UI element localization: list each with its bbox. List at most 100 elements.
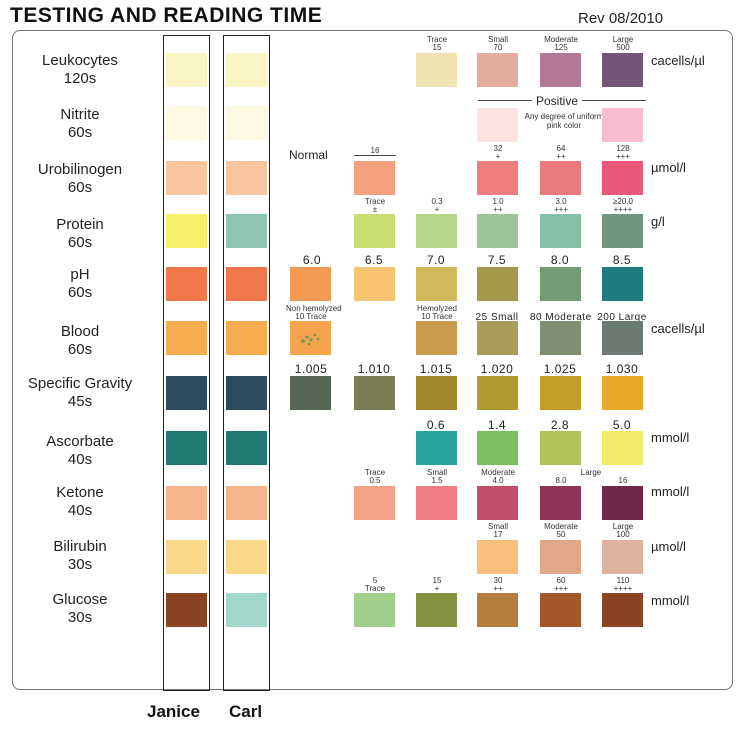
blood-nonhemolyzed-value: 10 Trace: [295, 312, 327, 321]
leuko-swatch-large: [602, 53, 643, 87]
carl-swatch-3: [226, 161, 267, 195]
ph-swatch-85: [602, 267, 643, 301]
carl-swatch-4: [226, 214, 267, 248]
ket-large-label: Large: [580, 468, 602, 477]
bili-moderate-label: Moderate: [544, 522, 578, 531]
ph-swatch-80: [540, 267, 581, 301]
janice-swatch-6: [166, 321, 207, 355]
sg-swatch-1015: [416, 376, 457, 410]
revision-label: Rev 08/2010: [578, 10, 664, 24]
glu-swatch-60: [540, 593, 581, 627]
blood-swatch-large: [602, 321, 643, 355]
bili-swatch-large: [602, 540, 643, 574]
leuko-large-label: Large: [612, 35, 634, 44]
ket-unit: mmol/l: [651, 484, 690, 499]
glu-value-5: 5: [372, 576, 378, 585]
sg-value-1005: 1.005: [294, 362, 328, 376]
blood-speckle-icon: [301, 333, 320, 346]
protein-sign-30: +++: [553, 205, 568, 214]
ket-swatch-80: [540, 486, 581, 520]
glu-sign-30: ++: [493, 584, 503, 593]
glu-sign-15: +: [434, 584, 440, 593]
protein-unit: g/l: [651, 214, 665, 229]
protein-value-03: 0.3: [431, 197, 443, 206]
ket-trace-label: Trace: [364, 468, 386, 477]
glu-value-60: 60: [556, 576, 566, 585]
glu-value-110: 110: [616, 576, 630, 585]
ph-swatch-75: [477, 267, 518, 301]
uro-value-64: 64: [556, 144, 566, 153]
test-label-protein: Protein 60s: [56, 216, 104, 251]
carl-swatch-9: [226, 486, 267, 520]
test-label-specific-gravity: Specific Gravity 45s: [27, 375, 133, 410]
asc-swatch-06: [416, 431, 457, 465]
asc-value-28: 2.8: [550, 418, 570, 432]
protein-sign-20: ++++: [613, 205, 633, 214]
ph-value-75: 7.5: [487, 253, 507, 267]
carl-label: Carl: [229, 702, 263, 721]
carl-swatch-6: [226, 321, 267, 355]
test-label-urobilinogen: Urobilinogen 60s: [37, 161, 123, 196]
blood-nonhemolyzed-label: Non hemolyzed: [286, 304, 342, 313]
asc-value-14: 1.4: [487, 418, 507, 432]
janice-strip-column: [163, 35, 210, 691]
ph-value-60: 6.0: [302, 253, 322, 267]
glu-sign-110: ++++: [613, 584, 633, 593]
asc-swatch-14: [477, 431, 518, 465]
nitrite-swatch-pink: [602, 108, 643, 142]
sg-swatch-1025: [540, 376, 581, 410]
janice-swatch-2: [166, 106, 207, 140]
glu-trace-label: Trace: [364, 584, 386, 593]
ph-value-65: 6.5: [364, 253, 384, 267]
glu-sign-60: +++: [553, 584, 568, 593]
glu-swatch-30: [477, 593, 518, 627]
protein-value-20: ≥20.0: [613, 197, 633, 206]
sg-value-1020: 1.020: [480, 362, 514, 376]
janice-swatch-5: [166, 267, 207, 301]
leuko-unit: cacells/µl: [651, 53, 705, 68]
test-label-ketone: Ketone 40s: [56, 484, 104, 519]
carl-swatch-2: [226, 106, 267, 140]
sg-value-1015: 1.015: [419, 362, 453, 376]
glu-unit: mmol/l: [651, 593, 690, 608]
janice-swatch-3: [166, 161, 207, 195]
ket-moderate-value: 4.0: [492, 476, 504, 485]
normal-label: Normal: [289, 148, 328, 162]
sg-swatch-1030: [602, 376, 643, 410]
ph-swatch-60: [290, 267, 331, 301]
carl-swatch-8: [226, 431, 267, 465]
blood-swatch-small: [477, 321, 518, 355]
nitrite-swatch-light: [477, 108, 518, 142]
leuko-small-value: 70: [493, 43, 503, 52]
blood-small-label: 25 Small: [475, 312, 519, 323]
janice-swatch-9: [166, 486, 207, 520]
ket-trace-value: 0.5: [369, 476, 381, 485]
sg-swatch-1005: [290, 376, 331, 410]
blood-swatch-moderate: [540, 321, 581, 355]
page-title: TESTING AND READING TIME: [10, 4, 323, 27]
uro-swatch-64: [540, 161, 581, 195]
janice-swatch-11: [166, 593, 207, 627]
bili-moderate-value: 50: [556, 530, 566, 539]
blood-moderate-label: 80 Moderate: [530, 312, 592, 323]
blood-swatch-hemolyzed: [416, 321, 457, 355]
leuko-moderate-value: 125: [554, 43, 568, 52]
carl-swatch-5: [226, 267, 267, 301]
sg-value-1025: 1.025: [543, 362, 577, 376]
test-label-leukocytes: Leukocytes 120s: [42, 52, 118, 87]
protein-swatch-trace: [354, 214, 395, 248]
ket-value-80: 8.0: [555, 476, 567, 485]
bili-swatch-moderate: [540, 540, 581, 574]
bili-large-value: 100: [616, 530, 630, 539]
protein-trace-label: Trace: [364, 197, 386, 206]
test-label-bilirubin: Bilirubin 30s: [53, 538, 107, 573]
protein-sign-10: ++: [493, 205, 503, 214]
uro-swatch-16: [354, 161, 395, 195]
carl-swatch-1: [226, 53, 267, 87]
blood-hemolyzed-label: Hemolyzed: [416, 304, 457, 313]
leuko-swatch-small: [477, 53, 518, 87]
bili-swatch-small: [477, 540, 518, 574]
janice-swatch-4: [166, 214, 207, 248]
blood-unit: cacells/µl: [651, 321, 705, 336]
sg-swatch-1010: [354, 376, 395, 410]
